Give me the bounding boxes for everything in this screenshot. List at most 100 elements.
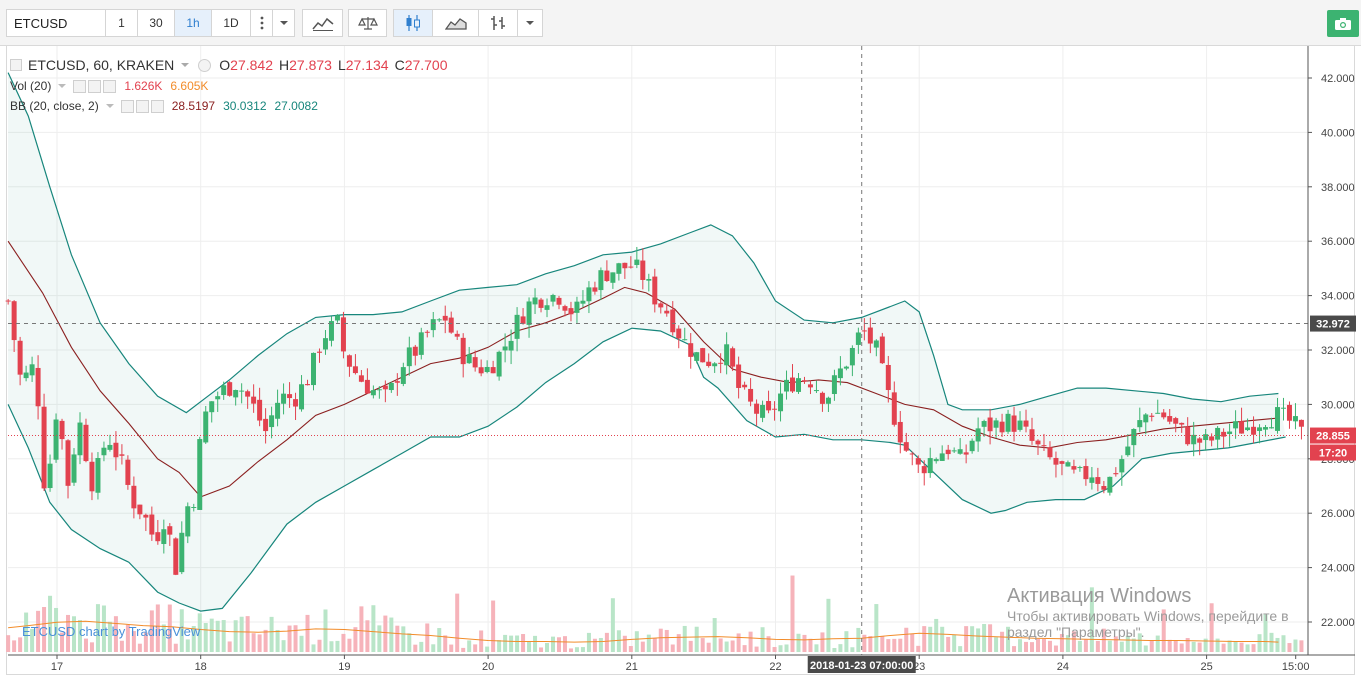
volume-bar (449, 644, 454, 652)
volume-bar (539, 647, 544, 652)
volume-bar (473, 644, 478, 652)
crosshair-price-label: 32.972 (1316, 319, 1350, 331)
candle-body (406, 347, 412, 367)
volume-bar (1203, 638, 1208, 652)
eye-icon[interactable] (73, 79, 87, 93)
candle-body (927, 458, 933, 474)
compare-button[interactable] (348, 9, 387, 37)
candle-body (1023, 420, 1029, 427)
candle-body (209, 401, 215, 413)
volume-bar (742, 645, 747, 652)
volume-bar (221, 620, 226, 652)
volume-bar (682, 625, 687, 652)
volume-bar (712, 618, 717, 652)
symbol-search-input[interactable]: ETCUSD (6, 9, 106, 37)
volume-title[interactable]: Vol (20) (10, 79, 52, 93)
more-intervals-button[interactable] (250, 9, 273, 37)
activation-line-3: раздел "Параметры". (1007, 624, 1145, 640)
interval-1h-button[interactable]: 1h (174, 9, 212, 37)
price-tick-label: 22.000 (1321, 617, 1355, 629)
candle-body (1215, 427, 1221, 440)
candle-body (754, 403, 760, 414)
volume-bar (928, 626, 933, 652)
collapse-legend-icon[interactable] (10, 59, 22, 71)
chart-style-dropdown-button[interactable] (517, 9, 543, 37)
candle-body (125, 459, 131, 485)
volume-bar (598, 637, 603, 652)
snapshot-button[interactable] (1327, 10, 1359, 37)
eye-icon[interactable] (120, 99, 134, 113)
volume-bar (964, 626, 969, 652)
volume-bar (994, 637, 999, 652)
volume-bar (533, 635, 538, 652)
volume-bar (12, 640, 17, 652)
interval-1d-button[interactable]: 1D (211, 9, 251, 37)
candle-body (1263, 427, 1269, 430)
close-icon[interactable] (103, 79, 117, 93)
candle-body (466, 354, 472, 364)
volume-bar (1287, 643, 1292, 652)
volume-bar (323, 609, 328, 652)
close-icon[interactable] (150, 99, 164, 113)
candle-body (760, 404, 766, 418)
volume-bar (377, 625, 382, 652)
candle-body (969, 440, 975, 452)
volume-bar (862, 634, 867, 652)
bars-style-button[interactable] (478, 9, 518, 37)
chevron-down-icon[interactable] (57, 83, 67, 89)
volume-bar (72, 616, 77, 652)
volume-bar (299, 635, 304, 652)
gear-icon[interactable] (88, 79, 102, 93)
candle-body (472, 357, 478, 368)
candle-body (149, 514, 155, 535)
candle-body (328, 321, 334, 341)
candle-body (400, 367, 406, 384)
candle-body (562, 306, 568, 311)
chevron-down-icon[interactable] (105, 103, 115, 109)
low-label: L (337, 57, 346, 73)
candle-body (239, 390, 245, 392)
candle-body (502, 346, 508, 351)
volume-bar (1095, 640, 1100, 652)
volume-bar (101, 605, 106, 652)
indicators-button[interactable] (302, 9, 343, 37)
gear-icon[interactable] (135, 99, 149, 113)
volume-bar (934, 618, 939, 652)
candle-body (879, 336, 885, 364)
candle-body (1065, 462, 1071, 467)
price-tick-label: 42.000 (1321, 73, 1355, 85)
volume-bar (491, 600, 496, 652)
candle-body (11, 301, 17, 341)
volume-bar (1221, 643, 1226, 652)
tradingview-watermark-link[interactable]: ETCUSD chart by TradingView (22, 624, 201, 639)
chevron-down-icon[interactable] (180, 62, 190, 68)
candle-body (1077, 467, 1083, 469)
volume-bar (77, 620, 82, 652)
volume-bar (18, 637, 23, 652)
more-vertical-icon (260, 16, 263, 30)
main-series-legend: ETCUSD, 60, KRAKEN O 27.842 H 27.873 L 27.1… (10, 54, 448, 76)
settings-icon[interactable] (198, 58, 212, 72)
volume-bar (1251, 644, 1256, 652)
candle-body (1274, 407, 1280, 431)
bollinger-basis-value: 28.5197 (171, 99, 216, 113)
volume-bar (766, 636, 771, 652)
volume-bar (616, 630, 621, 652)
time-tick-label: 23 (913, 661, 925, 673)
candle-body (682, 339, 688, 341)
volume-bar (892, 638, 897, 652)
volume-bar (24, 612, 29, 652)
series-title: ETCUSD, 60, KRAKEN (28, 57, 175, 73)
price-tick-label: 26.000 (1321, 508, 1355, 520)
candle-body (939, 453, 945, 461)
candle-body (1089, 477, 1095, 483)
candles-style-button[interactable] (393, 9, 433, 37)
volume-legend: Vol (20) 1.626K 6.605K (10, 76, 448, 96)
volume-bar (179, 609, 184, 652)
candle-body (1209, 436, 1215, 441)
candle-body (412, 346, 418, 356)
volume-bar (940, 626, 945, 652)
interval-dropdown-button[interactable] (272, 9, 295, 37)
bollinger-title[interactable]: BB (20, close, 2) (10, 99, 99, 113)
